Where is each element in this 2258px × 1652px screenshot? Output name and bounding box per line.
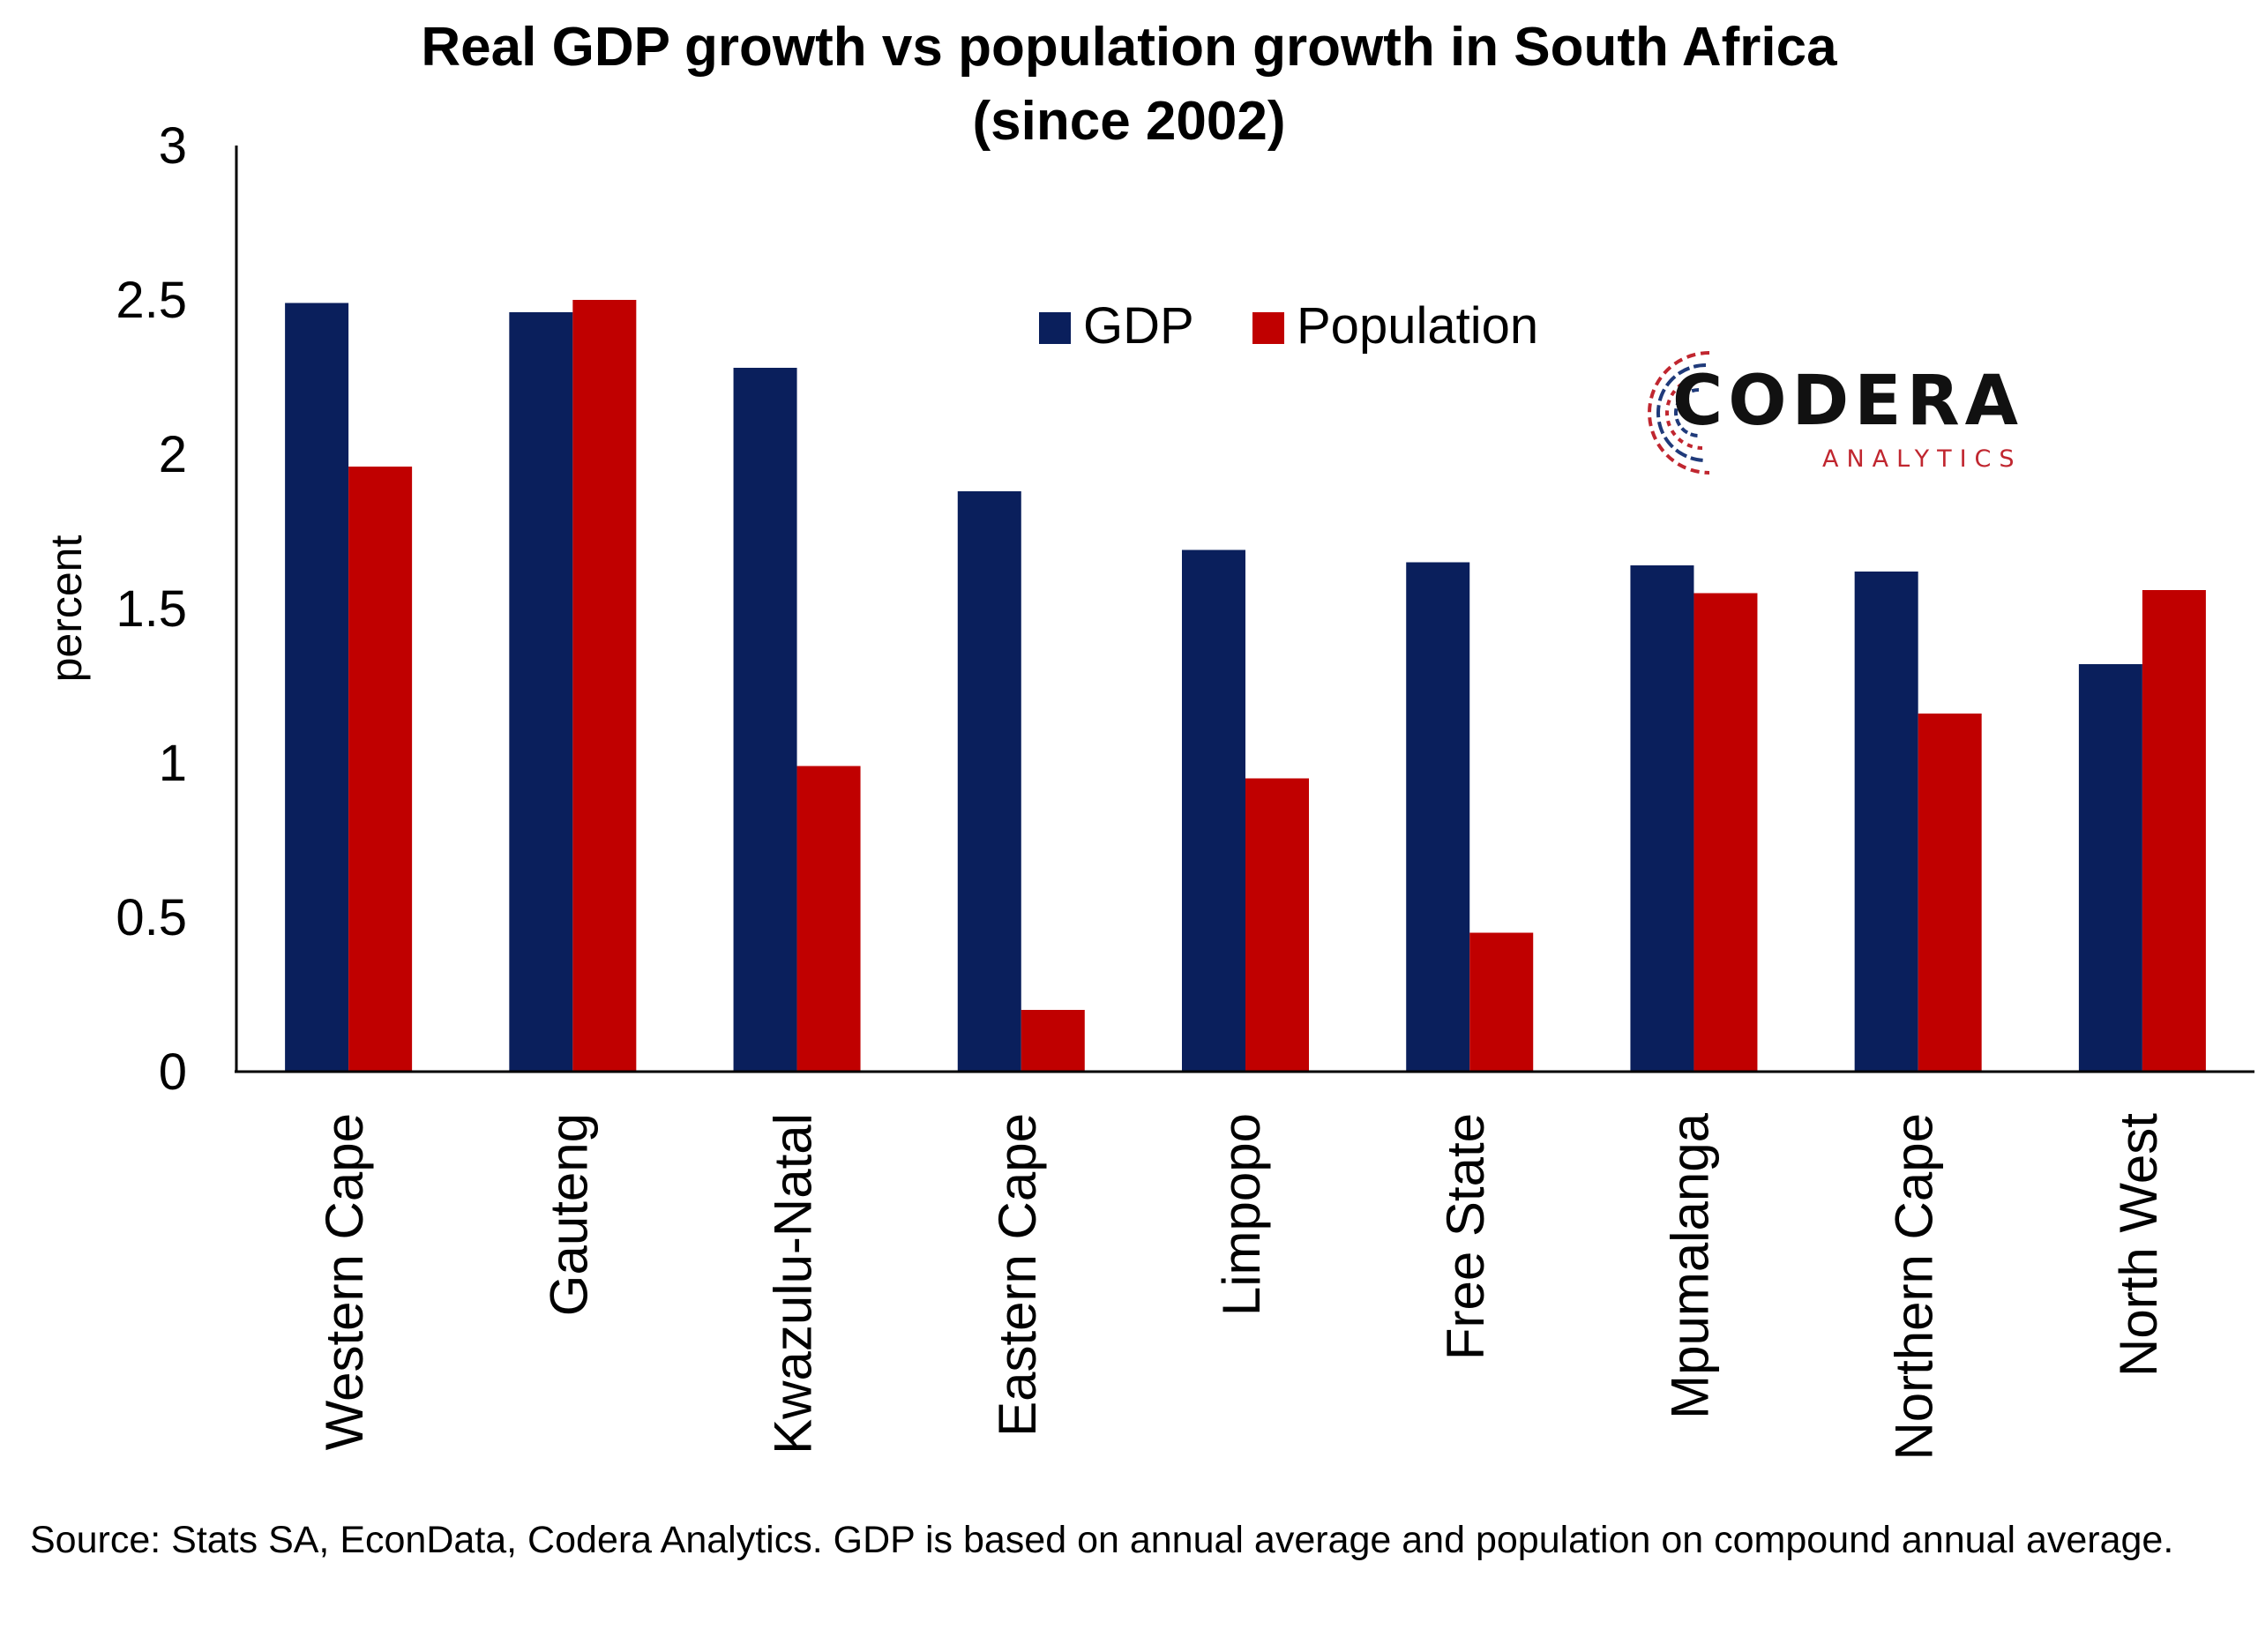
bar-population-free-state xyxy=(1469,932,1534,1072)
codera-logo: CODERA ANALYTICS xyxy=(1621,342,2045,483)
bar-population-gauteng xyxy=(572,300,637,1072)
y-tick-label: 1.5 xyxy=(116,580,187,638)
x-tick-label: Northern Cape xyxy=(1885,1113,1944,1461)
x-tick-label: Mpumalanga xyxy=(1660,1112,1719,1419)
bar-gdp-gauteng xyxy=(509,312,573,1072)
bar-population-mpumalanga xyxy=(1694,593,1758,1072)
legend-label-gdp: GDP xyxy=(1083,297,1194,355)
source-note: Source: Stats SA, EconData, Codera Analy… xyxy=(30,1519,2174,1561)
chart-title: Real GDP growth vs population growth in … xyxy=(0,11,2258,159)
x-tick-label: Eastern Cape xyxy=(988,1113,1047,1437)
x-tick-label: Kwazulu-Natal xyxy=(764,1113,823,1454)
x-tick-label: Limpopo xyxy=(1212,1113,1271,1316)
legend-swatch-gdp xyxy=(1039,312,1071,344)
bar-gdp-northern-cape xyxy=(1854,572,1918,1072)
bar-gdp-north-west xyxy=(2078,664,2142,1072)
x-tick-label: Western Cape xyxy=(315,1113,374,1450)
y-tick-label: 2.5 xyxy=(116,272,187,329)
bar-population-kwazulu-natal xyxy=(796,766,861,1072)
chart-title-line-2: (since 2002) xyxy=(972,91,1286,152)
legend-label-population: Population xyxy=(1297,297,1538,355)
y-tick-label: 2 xyxy=(159,426,187,483)
x-tick-label: Gauteng xyxy=(539,1113,598,1316)
bar-population-north-west xyxy=(2142,590,2206,1072)
bar-population-northern-cape xyxy=(1918,714,1982,1072)
y-tick-label: 0 xyxy=(159,1043,187,1101)
logo-mark-icon xyxy=(1648,351,1710,475)
bar-gdp-limpopo xyxy=(1182,549,1245,1072)
y-tick-label: 1 xyxy=(159,735,187,792)
bar-population-limpopo xyxy=(1245,778,1309,1072)
legend-swatch-population xyxy=(1252,312,1284,344)
bar-gdp-mpumalanga xyxy=(1630,565,1694,1072)
bar-gdp-eastern-cape xyxy=(957,491,1021,1072)
y-axis-label: percent xyxy=(41,535,91,683)
x-tick-label: North West xyxy=(2109,1113,2168,1377)
x-tick-label: Free State xyxy=(1436,1113,1495,1360)
plot-area: Western Cape Gauteng Kwazulu-Natal Eastern … xyxy=(41,117,2254,1461)
bar-gdp-free-state xyxy=(1406,562,1470,1072)
bar-chart: Western Cape Gauteng Kwazulu-Natal Eastern … xyxy=(41,117,2254,1461)
logo-subtitle: ANALYTICS xyxy=(1822,445,2022,473)
bar-gdp-kwazulu-natal xyxy=(733,368,797,1072)
chart-title-line-1: Real GDP growth vs population growth in … xyxy=(421,17,1837,78)
bar-gdp-western-cape xyxy=(285,303,349,1072)
bar-population-eastern-cape xyxy=(1021,1010,1085,1072)
y-tick-label: 0.5 xyxy=(116,889,187,946)
y-tick-label: 3 xyxy=(159,117,187,175)
bar-population-western-cape xyxy=(348,467,413,1072)
logo-wordmark: CODERA xyxy=(1672,362,2024,441)
